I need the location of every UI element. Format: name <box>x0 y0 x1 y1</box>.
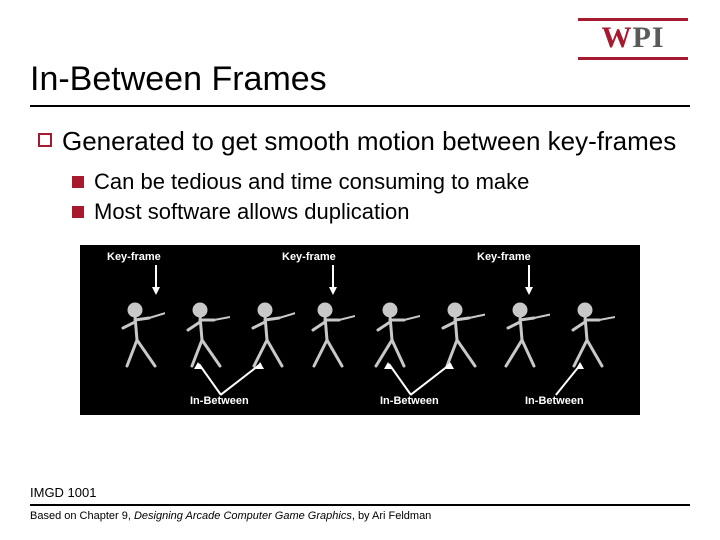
bullet-l2: Most software allows duplication <box>72 198 690 227</box>
bullet-l1: Generated to get smooth motion between k… <box>38 125 690 158</box>
keyframe-label: Key-frame <box>282 251 336 263</box>
src-post: , by Ari Feldman <box>352 510 431 522</box>
source-citation: Based on Chapter 9, Designing Arcade Com… <box>30 510 690 522</box>
diagram-container: Key-frame Key-frame Key-frame <box>30 245 690 420</box>
arrow-down-head-icon <box>152 287 160 295</box>
arrow-up-head-icon <box>576 362 584 369</box>
arrow-up-head-icon <box>194 362 202 369</box>
hollow-square-icon <box>38 133 52 147</box>
arrow-up-head-icon <box>446 362 454 369</box>
inbetween-figure <box>245 300 295 370</box>
keyframe-figure <box>500 300 550 370</box>
logo-w: W <box>602 21 633 54</box>
inbetween-label: In-Between <box>525 395 584 407</box>
keyframe-diagram: Key-frame Key-frame Key-frame <box>80 245 640 415</box>
bullet-l2-text: Most software allows duplication <box>94 198 409 227</box>
bullet-list: Generated to get smooth motion between k… <box>30 125 690 227</box>
wpi-logo: WPI <box>578 18 688 60</box>
src-pre: Based on Chapter 9, <box>30 510 134 522</box>
arrow-down-head-icon <box>329 287 337 295</box>
footer: IMGD 1001 Based on Chapter 9, Designing … <box>30 485 690 522</box>
inbetween-figure <box>565 300 615 370</box>
bullet-l2: Can be tedious and time consuming to mak… <box>72 168 690 197</box>
arrow-up-head-icon <box>384 362 392 369</box>
filled-square-icon <box>72 206 84 218</box>
inbetween-figure <box>180 300 230 370</box>
keyframe-label: Key-frame <box>107 251 161 263</box>
src-title: Designing Arcade Computer Game Graphics <box>134 510 352 522</box>
logo-text: WPI <box>578 23 688 53</box>
inbetween-label: In-Between <box>190 395 249 407</box>
keyframe-figure <box>305 300 355 370</box>
inbetween-figure <box>370 300 420 370</box>
keyframe-label: Key-frame <box>477 251 531 263</box>
inbetween-label: In-Between <box>380 395 439 407</box>
arrow-down-head-icon <box>525 287 533 295</box>
bullet-l1-text: Generated to get smooth motion between k… <box>62 125 676 158</box>
logo-pi: PI <box>633 21 665 54</box>
arrow-down-icon <box>528 265 530 287</box>
inbetween-figure <box>435 300 485 370</box>
filled-square-icon <box>72 176 84 188</box>
course-code: IMGD 1001 <box>30 485 690 506</box>
arrow-up-head-icon <box>256 362 264 369</box>
slide: WPI In-Between Frames Generated to get s… <box>0 0 720 540</box>
arrow-down-icon <box>155 265 157 287</box>
bullet-l2-text: Can be tedious and time consuming to mak… <box>94 168 529 197</box>
arrow-down-icon <box>332 265 334 287</box>
keyframe-figure <box>115 300 165 370</box>
logo-bar-bottom <box>578 57 688 60</box>
